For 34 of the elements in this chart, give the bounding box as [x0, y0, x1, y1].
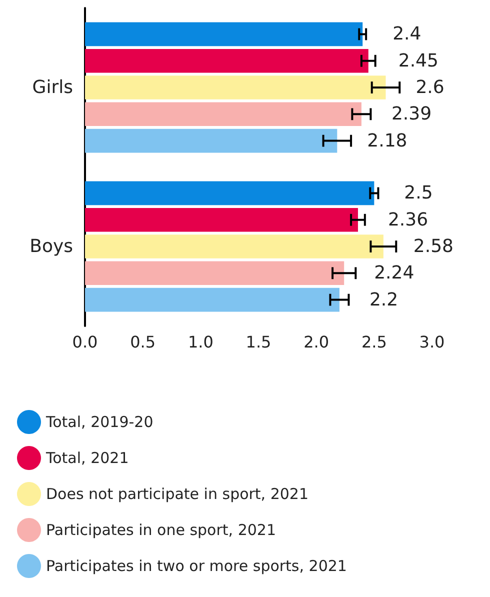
bar [85, 76, 386, 100]
data-label: 2.45 [398, 50, 438, 72]
data-label: 2.2 [369, 289, 398, 310]
bar [85, 261, 344, 286]
data-label: 2.4 [392, 24, 422, 45]
data-label: 2.18 [367, 130, 408, 152]
legend-label: Participates in two or more sports, 2021 [46, 557, 347, 575]
legend-label: Total, 2019-20 [45, 413, 154, 431]
bar [85, 128, 338, 153]
x-tick-label: 2.5 [361, 332, 387, 352]
data-label: 2.39 [391, 104, 432, 125]
bar [85, 181, 374, 206]
bar [85, 208, 358, 232]
data-label: 2.36 [388, 209, 428, 230]
bar [85, 48, 368, 73]
x-tick-label: 0.5 [130, 332, 156, 352]
x-tick-label: 0.0 [72, 332, 98, 352]
bar [85, 102, 362, 126]
x-tick-label: 1.0 [188, 332, 214, 352]
x-tick-label: 3.0 [419, 332, 445, 352]
y-tick-label: Girls [32, 77, 73, 98]
data-label: 2.6 [416, 77, 444, 98]
data-label: 2.5 [404, 182, 433, 204]
x-tick-label: 2.0 [304, 332, 330, 352]
x-tick-label: 1.5 [246, 332, 272, 352]
bar [85, 22, 363, 46]
legend-label: Participates in one sport, 2021 [46, 521, 276, 539]
data-label: 2.24 [374, 262, 414, 284]
legend-label: Does not participate in sport, 2021 [46, 485, 309, 503]
y-tick-label: Boys [30, 236, 73, 257]
bar [85, 234, 384, 258]
data-label: 2.58 [413, 236, 454, 257]
legend-label: Total, 2021 [45, 449, 129, 467]
bar [85, 288, 340, 312]
